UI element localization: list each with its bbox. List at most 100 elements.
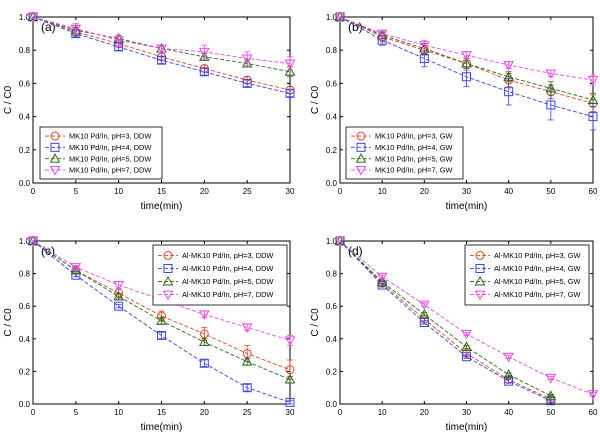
x-tick-label: 20 (420, 187, 429, 196)
data-point (157, 331, 166, 341)
data-point (241, 356, 253, 366)
data-point (587, 76, 599, 86)
x-axis-label: time(min) (446, 201, 488, 212)
legend-marker (474, 276, 486, 286)
legend-entry: Al-MK10 Pd/In, pH=5, DDW (182, 277, 273, 286)
data-point (334, 237, 346, 247)
y-axis-label: C / C0 (3, 85, 14, 114)
data-point (284, 336, 296, 346)
data-point (462, 352, 471, 362)
x-tick-label: 5 (74, 408, 79, 417)
legend-entry: MK10 Pd/In, pH=5, DDW (69, 154, 151, 163)
legend-entry: MK10 Pd/In, pH=5, GW (375, 154, 452, 163)
legend-entry: MK10 Pd/In, pH=4, DDW (69, 143, 151, 152)
legend-entry: MK10 Pd/In, pH=3, GW (375, 132, 452, 141)
data-point (587, 390, 599, 400)
data-point (587, 94, 599, 104)
legend-entry: MK10 Pd/In, pH=3, DDW (69, 132, 151, 141)
data-point (418, 300, 430, 311)
y-tick-label: 0.8 (326, 46, 338, 55)
x-tick-label: 20 (420, 408, 429, 417)
legend-marker (163, 250, 173, 260)
series-line (339, 240, 551, 400)
y-tick-label: 1.0 (326, 13, 338, 22)
data-point (376, 276, 388, 286)
x-tick-label: 50 (546, 408, 555, 417)
legend-entry: MK10 Pd/In, pH=4, GW (375, 143, 452, 152)
data-point (461, 51, 472, 61)
y-tick-label: 0.4 (326, 335, 338, 344)
legend-entry: Al-MK10 Pd/In, pH=7, GW (494, 290, 580, 299)
x-tick-label: 0 (338, 187, 343, 196)
x-tick-label: 10 (114, 187, 123, 196)
data-point (503, 352, 515, 363)
x-tick-label: 30 (462, 408, 471, 417)
x-tick-label: 10 (114, 408, 123, 417)
y-tick-label: 0.8 (19, 46, 31, 55)
legend-entry: Al-MK10 Pd/In, pH=3, DDW (182, 251, 273, 260)
data-point (284, 374, 296, 384)
y-axis-label: C / C0 (310, 85, 321, 114)
legend: MK10 Pd/In, pH=3, DDW MK10 Pd/In, pH=4, D… (39, 126, 163, 180)
y-tick-label: 0.6 (19, 79, 31, 88)
data-point (546, 100, 556, 110)
x-tick-label: 20 (200, 408, 209, 417)
x-axis-label: time(min) (141, 201, 183, 212)
legend-marker (162, 276, 174, 286)
x-tick-label: 40 (504, 408, 513, 417)
legend-marker (49, 165, 61, 176)
x-tick-label: 10 (378, 187, 387, 196)
data-point (545, 390, 557, 400)
legend-entry: Al-MK10 Pd/In, pH=7, DDW (182, 290, 273, 299)
data-point (418, 41, 430, 51)
series-pH7 (334, 13, 599, 86)
y-tick-label: 0.0 (19, 179, 31, 188)
y-tick-label: 1.0 (326, 237, 338, 246)
data-point (113, 36, 125, 46)
data-point (199, 358, 209, 368)
x-tick-label: 15 (157, 408, 166, 417)
data-point (113, 281, 125, 291)
data-point (114, 301, 124, 311)
y-axis-label: C / C0 (3, 308, 14, 337)
series-pH7 (27, 13, 296, 71)
data-point (242, 383, 252, 393)
x-tick-label: 25 (243, 408, 252, 417)
data-point (503, 71, 515, 81)
legend-marker (355, 153, 367, 163)
chart-panel-a: 0 5 10 15 20 25 30 0.0 0.2 0.4 0.6 0.8 1.0 time(min) C… (3, 11, 296, 212)
data-point (198, 51, 210, 61)
data-point (285, 365, 295, 375)
y-tick-label: 0.4 (19, 113, 31, 122)
data-point (462, 72, 471, 82)
x-axis-label: time(min) (446, 422, 488, 433)
x-tick-label: 25 (243, 187, 252, 196)
legend-entry: Al-MK10 Pd/In, pH=3, GW (494, 251, 580, 260)
series-pH7 (334, 237, 599, 400)
legend-marker (162, 290, 174, 301)
data-point (545, 69, 557, 79)
data-point (70, 264, 82, 275)
y-tick-label: 0.4 (326, 113, 338, 122)
y-tick-label: 0.6 (19, 302, 31, 311)
data-point (461, 341, 472, 351)
y-tick-label: 0.2 (19, 367, 31, 376)
y-axis-label: C / C0 (310, 308, 321, 337)
data-point (334, 13, 346, 23)
x-tick-label: 15 (157, 187, 166, 196)
legend-box (152, 244, 288, 306)
legend-marker (475, 250, 485, 260)
data-point (285, 397, 295, 407)
legend-entry: MK10 Pd/In, pH=7, DDW (69, 166, 151, 175)
data-point (157, 55, 166, 65)
legend-marker (50, 131, 60, 141)
data-point (198, 47, 210, 58)
y-tick-label: 0.0 (19, 400, 31, 409)
x-tick-label: 60 (589, 408, 598, 417)
y-tick-label: 0.6 (326, 302, 338, 311)
y-tick-label: 1.0 (19, 237, 31, 246)
x-tick-label: 10 (378, 408, 387, 417)
x-tick-label: 30 (286, 187, 295, 196)
series-line (339, 240, 551, 402)
data-point (70, 263, 82, 273)
